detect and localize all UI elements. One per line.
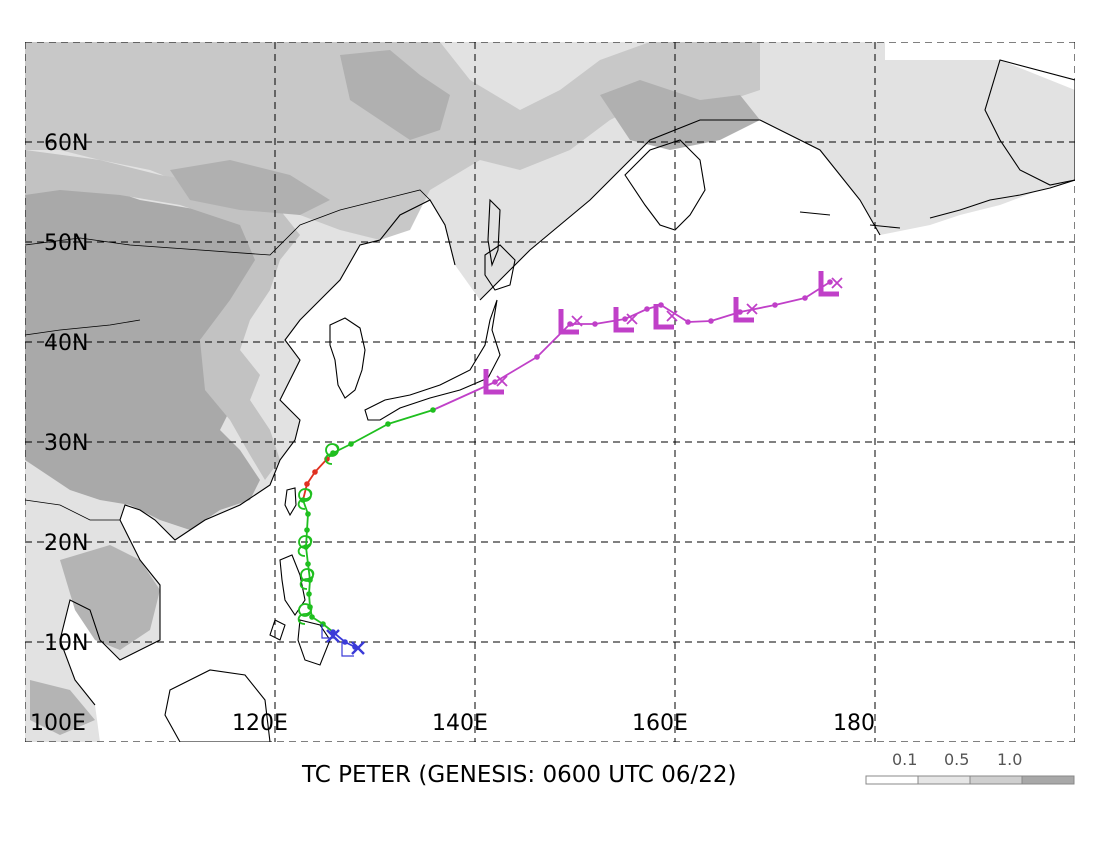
track-segment	[350, 423, 389, 445]
land-asia	[25, 42, 1075, 742]
map-area	[25, 42, 1075, 742]
coastline-mainland	[59, 119, 881, 706]
track-point	[309, 614, 315, 620]
legend-swatch-0	[865, 775, 919, 785]
track-segment	[774, 297, 806, 306]
political-borders	[25, 189, 431, 521]
track-markers	[297, 271, 843, 657]
legend-swatch-1	[917, 775, 971, 785]
shade-dark-seasia	[30, 545, 160, 735]
extratropical-x-marker	[666, 310, 678, 322]
shade-mid-china	[25, 150, 300, 480]
land-philippines	[269, 554, 331, 666]
lat-label-40n: 40N	[44, 331, 88, 356]
extratropical-L-marker	[558, 309, 579, 335]
track-segment	[314, 458, 328, 473]
lat-label-50n: 50N	[44, 231, 88, 256]
legend-swatch-2	[969, 775, 1023, 785]
land-japan	[364, 244, 516, 421]
track-segment	[494, 356, 538, 383]
track-segment	[804, 281, 831, 299]
tropical-storm-marker	[297, 488, 313, 510]
tropical-storm-marker	[299, 568, 315, 590]
track-point	[304, 481, 310, 487]
shade-dark-north	[170, 50, 760, 215]
land-korea	[329, 317, 366, 399]
tropical-storm-marker	[297, 603, 313, 625]
track-segment	[536, 323, 571, 358]
legend-swatch-3	[1021, 775, 1075, 785]
land-taiwan	[284, 487, 297, 517]
track-point	[644, 306, 650, 312]
land-alaska	[984, 59, 1075, 186]
extratropical-x-marker	[746, 303, 758, 315]
legend-label-2: 1.0	[997, 750, 1022, 769]
extratropical-x-marker	[571, 315, 583, 327]
track-segment	[332, 443, 352, 454]
track-point	[827, 279, 833, 285]
track-point	[802, 295, 808, 301]
track-point	[306, 591, 312, 597]
extratropical-L-marker	[653, 304, 674, 330]
track-point	[567, 321, 573, 327]
lon-label-120e: 120E	[232, 711, 288, 736]
track-point	[304, 527, 310, 533]
extratropical-L-marker	[613, 307, 634, 333]
lat-label-10n: 10N	[44, 631, 88, 656]
legend-label-0: 0.1	[892, 750, 917, 769]
tropical-storm-marker	[297, 535, 313, 557]
depression-x-marker	[351, 641, 365, 655]
lon-label-140e: 140E	[432, 711, 488, 736]
lat-label-60n: 60N	[44, 131, 88, 156]
typhoon-track	[300, 279, 833, 650]
depression-L-marker	[341, 642, 354, 657]
lon-label-180: 180	[833, 711, 875, 736]
extratropical-L-marker	[818, 271, 839, 297]
depression-x-marker	[326, 629, 340, 643]
lon-label-160e: 160E	[632, 711, 688, 736]
track-point	[622, 316, 628, 322]
track-point	[305, 561, 311, 567]
extratropical-x-marker	[496, 375, 508, 387]
track-point	[685, 319, 691, 325]
track-point	[430, 407, 436, 413]
track-point	[385, 421, 391, 427]
track-point	[492, 379, 498, 385]
track-point	[708, 318, 714, 324]
extratropical-L-marker	[483, 369, 504, 395]
track-segment	[305, 529, 308, 548]
track-point	[305, 511, 311, 517]
track-segment	[305, 546, 309, 565]
extratropical-x-marker	[626, 313, 638, 325]
tropical-storm-marker	[324, 443, 340, 465]
track-point	[342, 639, 348, 645]
lat-label-30n: 30N	[44, 431, 88, 456]
track-point	[737, 309, 743, 315]
lat-label-20n: 20N	[44, 531, 88, 556]
extratropical-L-marker	[733, 297, 754, 323]
extratropical-x-marker	[831, 277, 843, 289]
lon-label-100e: 100E	[30, 711, 86, 736]
land-kamchatka	[624, 139, 706, 231]
track-segment	[594, 318, 626, 325]
shading-legend: 0.1 0.5 1.0	[865, 750, 1075, 785]
land-borneo	[164, 669, 271, 742]
track-point	[320, 621, 326, 627]
track-segment	[739, 304, 776, 313]
track-segment	[687, 320, 712, 323]
track-point	[312, 469, 318, 475]
legend-label-1: 0.5	[944, 750, 969, 769]
track-point	[592, 321, 598, 327]
land-sakhalin	[487, 198, 501, 268]
track-segment	[387, 409, 434, 425]
map-title: TC PETER (GENESIS: 0600 UTC 06/22)	[301, 762, 736, 788]
track-point	[348, 441, 354, 447]
track-point	[772, 302, 778, 308]
track-point	[658, 302, 664, 308]
track-point	[534, 354, 540, 360]
